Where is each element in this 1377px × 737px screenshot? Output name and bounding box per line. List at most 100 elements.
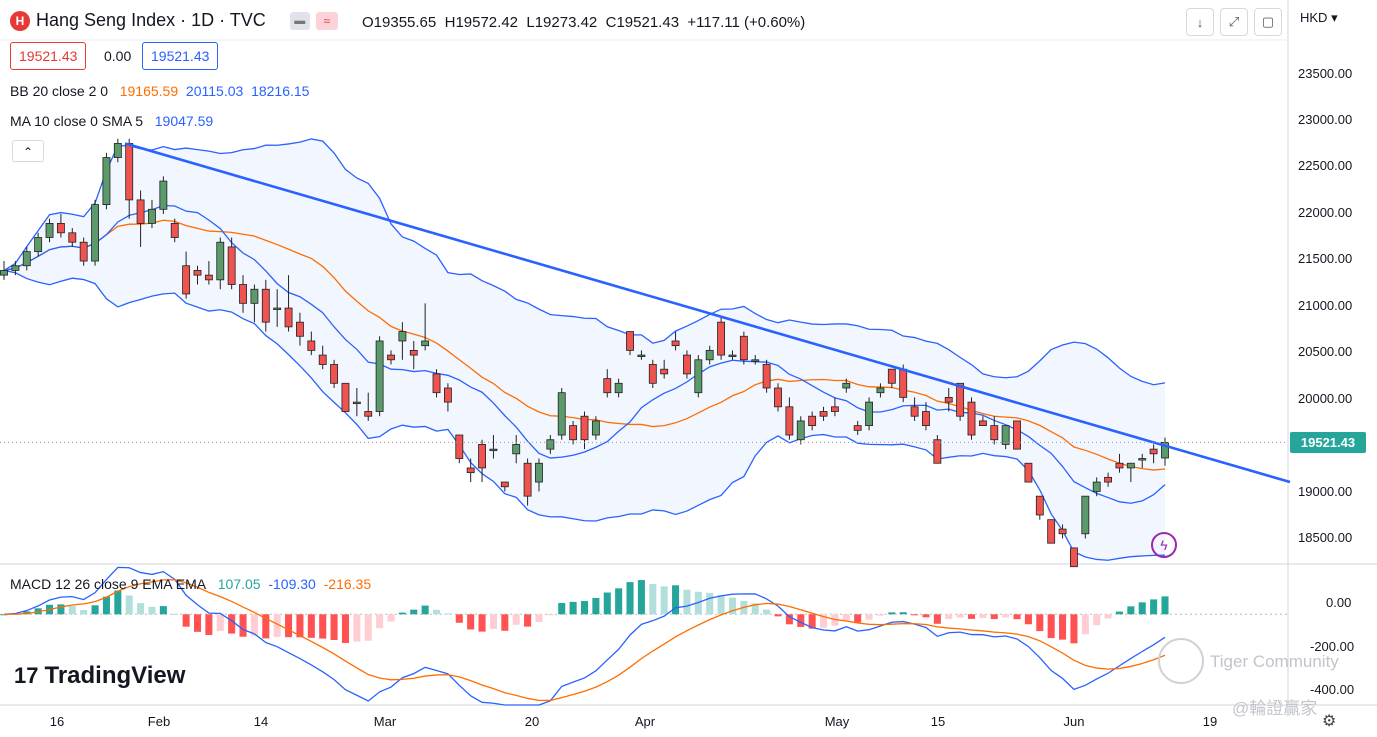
ma-label: MA 10 close 0 SMA 5	[10, 113, 144, 129]
macd-histogram-bar	[820, 614, 828, 628]
price-tick: 19000.00	[1298, 484, 1353, 499]
candle-body	[113, 143, 122, 158]
macd-histogram-bar	[387, 614, 395, 622]
ohlc-readout: O19355.65 H19572.42 L19273.42 C19521.43 …	[362, 14, 805, 31]
spread-value: 0.00	[104, 48, 132, 64]
bb-lower-value: 18216.15	[251, 83, 310, 99]
settings-icon[interactable]: ⚙	[1322, 713, 1337, 730]
low-value: 19273.42	[534, 14, 598, 31]
collapse-icon[interactable]: ⌃	[12, 140, 44, 162]
bb-fill	[4, 138, 1165, 561]
ma-value: 19047.59	[154, 113, 214, 129]
ask-price-box[interactable]: 19521.43	[142, 42, 219, 70]
snapshot-icon[interactable]: ▢	[1254, 8, 1282, 36]
time-tick: May	[824, 714, 850, 729]
macd-histogram-bar	[171, 613, 179, 615]
candle-body	[284, 307, 293, 328]
candle-body	[307, 340, 316, 351]
bid-price-box[interactable]: 19521.43	[10, 42, 87, 70]
candle-body	[455, 434, 464, 459]
candle-body	[409, 349, 418, 356]
macd-histogram-bar	[660, 586, 668, 615]
lightning-icon[interactable]: ϟ	[1151, 532, 1177, 558]
macd-histogram-bar	[956, 614, 964, 618]
candle-body	[774, 387, 782, 408]
macd-histogram-bar	[990, 614, 998, 620]
candle-body	[580, 415, 589, 441]
time-tick: 20	[524, 714, 540, 729]
macd-hist-value: 107.05	[217, 576, 261, 592]
candle-body	[375, 340, 384, 412]
trendline	[124, 142, 1291, 484]
macd-histogram-bar	[649, 583, 657, 615]
candle-body	[170, 223, 179, 238]
symbol-title[interactable]: Hang Seng Index · 1D · TVC	[36, 10, 266, 30]
candle-body	[876, 387, 885, 394]
candle-body	[91, 204, 99, 262]
candle-body	[421, 340, 430, 347]
macd-histogram-bar	[922, 614, 930, 618]
macd-histogram-bar	[91, 605, 99, 615]
candle-body	[1013, 420, 1021, 450]
candle-body	[159, 180, 168, 210]
candle-body	[102, 157, 111, 205]
candle-body	[1001, 425, 1010, 445]
macd-histogram-bar	[307, 614, 315, 638]
candle-body	[683, 354, 691, 375]
macd-histogram-bar	[1059, 614, 1067, 640]
price-tick: 22500.00	[1298, 158, 1353, 173]
candle-body	[523, 462, 532, 497]
candle-body	[830, 406, 839, 412]
macd-histogram-bar	[933, 614, 941, 624]
visibility-toggle-icon[interactable]: ▬	[289, 11, 310, 30]
candle-body	[296, 321, 304, 337]
wave-indicator-icon[interactable]: ≈	[315, 11, 338, 30]
download-icon[interactable]: ↓	[1186, 8, 1214, 36]
bb-label: BB 20 close 2 0	[10, 83, 109, 99]
ma-legend[interactable]: MA 10 close 0 SMA 5 19047.59	[10, 113, 213, 129]
candle-body	[182, 265, 191, 295]
macd-legend[interactable]: MACD 12 26 close 9 EMA EMA 107.05 -109.3…	[10, 576, 371, 592]
candle-body	[227, 246, 236, 285]
candle-body	[671, 340, 680, 347]
price-tick: 20500.00	[1298, 344, 1353, 359]
price-tick: 18500.00	[1298, 530, 1353, 545]
candle-body	[34, 237, 43, 253]
tradingview-logo[interactable]: 17 TradingView	[14, 662, 185, 690]
macd-histogram-bar	[57, 604, 65, 615]
macd-histogram-bar	[569, 601, 577, 615]
candle-body	[443, 387, 452, 403]
macd-histogram-bar	[250, 614, 258, 636]
candle-body	[1104, 476, 1113, 483]
macd-tick: -400.00	[1310, 682, 1355, 697]
watermark-text: Tiger Community	[1210, 652, 1339, 671]
macd-histogram-bar	[535, 614, 543, 622]
candle-body	[557, 392, 566, 436]
time-tick: Mar	[373, 714, 397, 729]
macd-histogram-bar	[603, 592, 611, 615]
macd-histogram-bar	[1036, 614, 1044, 632]
candle-body	[56, 223, 65, 234]
time-tick: Apr	[634, 714, 656, 729]
candle-body	[956, 382, 965, 417]
macd-histogram-bar	[0, 614, 8, 616]
macd-histogram-bar	[341, 614, 349, 643]
candle-body	[204, 274, 213, 281]
macd-signal-line	[3, 579, 1166, 702]
candle-body	[591, 420, 600, 436]
candle-body	[648, 364, 657, 384]
macd-histogram-bar	[854, 614, 862, 623]
currency-select[interactable]: HKD ▾	[1300, 10, 1338, 25]
candle-body	[990, 425, 999, 441]
macd-histogram-bar	[558, 603, 566, 615]
candle-body	[136, 199, 145, 224]
candle-body	[853, 425, 862, 431]
candle-body	[796, 420, 805, 441]
price-tick: 23500.00	[1298, 66, 1353, 81]
macd-histogram-bar	[205, 614, 213, 636]
bb-legend[interactable]: BB 20 close 2 0 19165.59 20115.03 18216.…	[10, 83, 309, 99]
fullscreen-icon[interactable]: ⤢	[1220, 8, 1248, 36]
candle-body	[535, 462, 543, 483]
